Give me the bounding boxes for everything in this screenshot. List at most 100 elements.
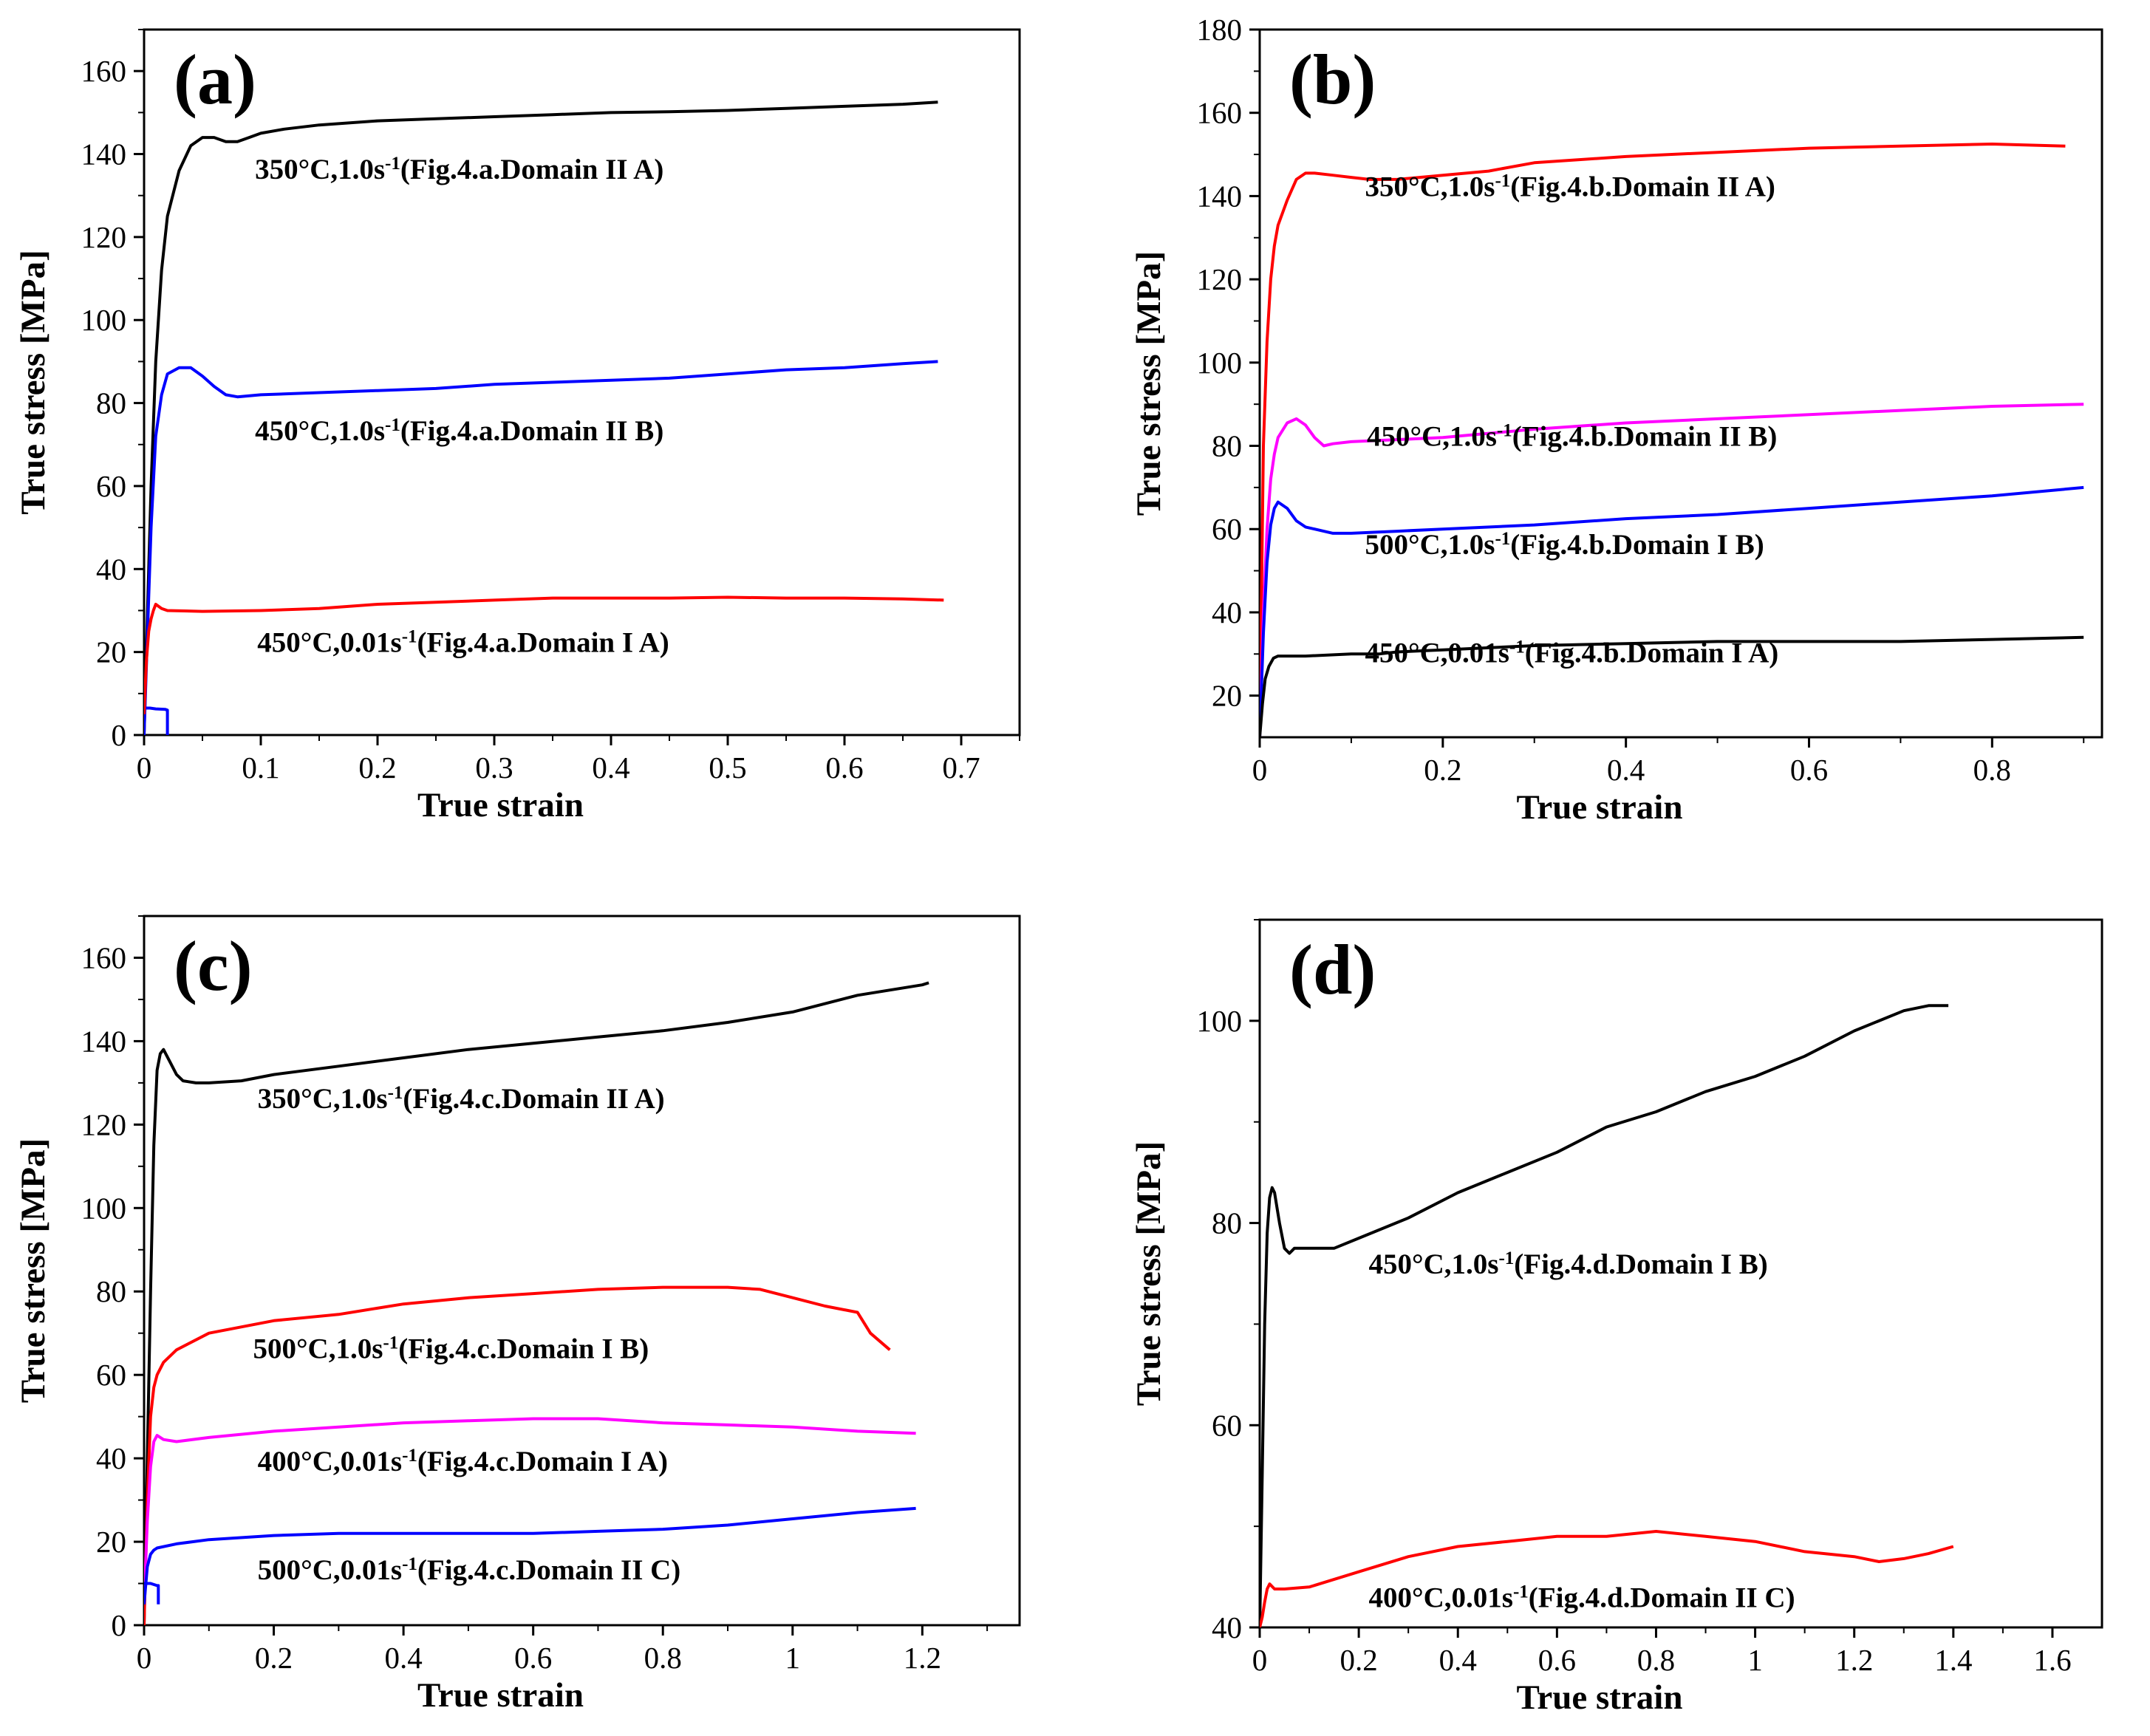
panel-b-series-annotation: 350°C,1.0s-1(Fig.4.b.Domain II A) — [1365, 171, 1775, 203]
panel-b-ytick-label: 120 — [1197, 262, 1243, 296]
panel-d-ytick-label: 40 — [1212, 1610, 1242, 1644]
panel-c-series-annotation: 350°C,1.0s-1(Fig.4.c.Domain II A) — [258, 1082, 665, 1115]
panel-b-ytick-label: 160 — [1197, 96, 1243, 130]
panel-a-ytick-label: 120 — [81, 220, 127, 254]
panel-a-ytick-label: 100 — [81, 303, 127, 337]
panel-a-series-annotation: 450°C,1.0s-1(Fig.4.a.Domain II B) — [255, 415, 663, 448]
panel-a-series-line — [144, 595, 944, 714]
panel-c-xtick-label: 0.4 — [384, 1641, 422, 1675]
panel-d-ylabel: True stress [MPa] — [1130, 1141, 1168, 1407]
panel-c-xtick-label: 0 — [137, 1641, 152, 1675]
panel-c-annotation-sup: -1 — [388, 1082, 403, 1102]
panel-a-annotation-suffix: (Fig.4.a.Domain II A) — [400, 154, 663, 185]
panel-c-xtick-label: 0.2 — [255, 1641, 293, 1675]
panel-c-ytick-label: 80 — [96, 1274, 126, 1308]
panel-b-annotation-suffix: (Fig.4.b.Domain II B) — [1512, 421, 1778, 453]
panel-b-xtick-label: 0.6 — [1790, 753, 1828, 787]
panel-d-annotation-sup: -1 — [1498, 1248, 1514, 1268]
panel-d: 0 0.2 0.4 0.6 0.8 1 1.2 1.4 1.6 40 60 80 100 True str… — [1130, 918, 2103, 1717]
panel-d-ytick-label: 80 — [1212, 1206, 1242, 1240]
panel-c-xtick-label: 1 — [785, 1641, 801, 1675]
panel-b-ytick-label: 180 — [1197, 13, 1243, 47]
panel-c-ytick-label: 60 — [96, 1358, 126, 1392]
panel-d-series-annotation: 400°C,0.01s-1(Fig.4.d.Domain II C) — [1369, 1582, 1795, 1614]
panel-c-annotation-suffix: (Fig.4.c.Domain I B) — [398, 1333, 649, 1365]
panel-c-ytick-label: 40 — [96, 1441, 126, 1475]
panel-b-annotation-suffix: (Fig.4.b.Domain II A) — [1510, 171, 1775, 202]
panel-b-series-line — [1260, 403, 2084, 737]
panel-c-ytick-label: 140 — [81, 1024, 127, 1058]
panel-b-series-annotation: 450°C,0.01s-1(Fig.4.b.Domain I A) — [1365, 637, 1779, 669]
panel-c-xtick-label: 0.8 — [644, 1641, 682, 1675]
panel-d-label: (d) — [1289, 930, 1376, 1009]
panel-c-annotation-main: 350°C,1.0s — [258, 1083, 388, 1115]
panel-b: 0 0.2 0.4 0.6 0.8 20 40 60 80 100 120 140 160 180 True… — [1130, 13, 2103, 827]
panel-c-label: (c) — [174, 926, 253, 1005]
panel-a-ytick-label: 140 — [81, 137, 127, 171]
panel-a-ytick-label: 160 — [81, 54, 127, 88]
panel-a-ytick-label: 20 — [96, 635, 126, 669]
panel-c-xlabel: True strain — [417, 1676, 584, 1715]
panel-a-ytick-label: 80 — [96, 386, 126, 420]
panel-b-annotation-sup: -1 — [1497, 420, 1512, 440]
panel-a-annotation-sup: -1 — [385, 415, 400, 435]
panel-d-series-line — [1260, 1004, 1949, 1627]
panel-c-annotation-suffix: (Fig.4.c.Domain I A) — [417, 1446, 668, 1477]
panel-b-ytick-label: 80 — [1212, 429, 1242, 463]
panel-b-label: (b) — [1289, 40, 1376, 119]
panel-a-xtick-label: 0 — [137, 751, 152, 785]
panel-b-annotation-sup: -1 — [1495, 529, 1510, 549]
panel-a-label: (a) — [174, 40, 256, 119]
panel-d-axes-frame — [1258, 918, 2103, 1629]
panel-b-ytick-label: 60 — [1212, 512, 1242, 546]
panel-c-series-line — [144, 981, 929, 1625]
panel-b-annotation-main: 450°C,0.01s — [1365, 638, 1509, 669]
panel-c-annotation-suffix: (Fig.4.c.Domain II A) — [403, 1083, 664, 1115]
panel-d-xtick-label: 0.2 — [1340, 1643, 1377, 1677]
panel-a-ylabel: True stress [MPa] — [14, 250, 52, 515]
panel-d-series-line — [1260, 1530, 1954, 1627]
panel-a-xlabel: True strain — [417, 786, 584, 824]
panel-a-xtick-label: 0.3 — [475, 751, 513, 785]
panel-d-series-annotation: 450°C,1.0s-1(Fig.4.d.Domain I B) — [1369, 1248, 1768, 1281]
panel-a-series-line — [144, 360, 938, 735]
panel-b-annotation-main: 350°C,1.0s — [1365, 171, 1495, 202]
panel-b-xtick-label: 0.8 — [1973, 753, 2011, 787]
panel-c: 0 0.2 0.4 0.6 0.8 1 1.2 0 20 40 60 80 100 120 140 160 Tr… — [14, 915, 1021, 1715]
panel-b-ytick-label: 100 — [1197, 346, 1243, 380]
panel-a-xtick-label: 0.4 — [592, 751, 629, 785]
panel-c-annotation-main: 500°C,0.01s — [258, 1554, 402, 1586]
panel-d-annotation-main: 400°C,0.01s — [1369, 1582, 1513, 1614]
panel-c-ytick-label: 20 — [96, 1525, 126, 1559]
panel-b-series-line — [1260, 485, 2084, 737]
panel-d-xtick-label: 0 — [1252, 1643, 1268, 1677]
panel-d-annotation-sup: -1 — [1513, 1582, 1529, 1602]
panel-d-xtick-label: 1.2 — [1835, 1643, 1873, 1677]
panel-c-annotation-sup: -1 — [383, 1333, 398, 1353]
panel-c-xtick-label: 0.6 — [514, 1641, 552, 1675]
panel-d-ytick-label: 100 — [1197, 1004, 1243, 1038]
panel-c-ytick-label: 120 — [81, 1107, 127, 1141]
panel-c-axes-frame — [143, 915, 1021, 1627]
panel-d-xtick-label: 1.4 — [1934, 1643, 1972, 1677]
panel-b-annotation-sup: -1 — [1495, 171, 1510, 191]
panel-a-series-annotation: 450°C,0.01s-1(Fig.4.a.Domain I A) — [257, 626, 669, 659]
panel-a-xtick-label: 0.1 — [242, 751, 279, 785]
panel-b-ytick-label: 20 — [1212, 679, 1242, 713]
panel-c-series-line — [144, 1506, 916, 1605]
panel-b-series-annotation: 500°C,1.0s-1(Fig.4.b.Domain I B) — [1365, 529, 1764, 561]
panel-b-annotation-sup: -1 — [1509, 637, 1525, 657]
panel-a-series-line — [144, 100, 938, 735]
panel-d-ytick-label: 60 — [1212, 1408, 1242, 1442]
panel-c-series-line — [144, 1285, 891, 1625]
panel-d-xlabel: True strain — [1517, 1678, 1683, 1717]
panel-b-xtick-label: 0.2 — [1424, 753, 1461, 787]
panel-c-series-annotation: 500°C,0.01s-1(Fig.4.c.Domain II C) — [258, 1554, 681, 1586]
panel-b-xtick-label: 0.4 — [1607, 753, 1645, 787]
panel-d-annotation-suffix: (Fig.4.d.Domain I B) — [1514, 1248, 1767, 1280]
panel-c-series-annotation: 500°C,1.0s-1(Fig.4.c.Domain I B) — [253, 1333, 649, 1365]
panel-b-annotation-suffix: (Fig.4.b.Domain I B) — [1510, 529, 1764, 561]
panel-a-annotation-main: 450°C,1.0s — [255, 415, 385, 447]
panel-b-annotation-suffix: (Fig.4.b.Domain I A) — [1525, 638, 1778, 669]
panel-c-annotation-sup: -1 — [402, 1554, 417, 1573]
